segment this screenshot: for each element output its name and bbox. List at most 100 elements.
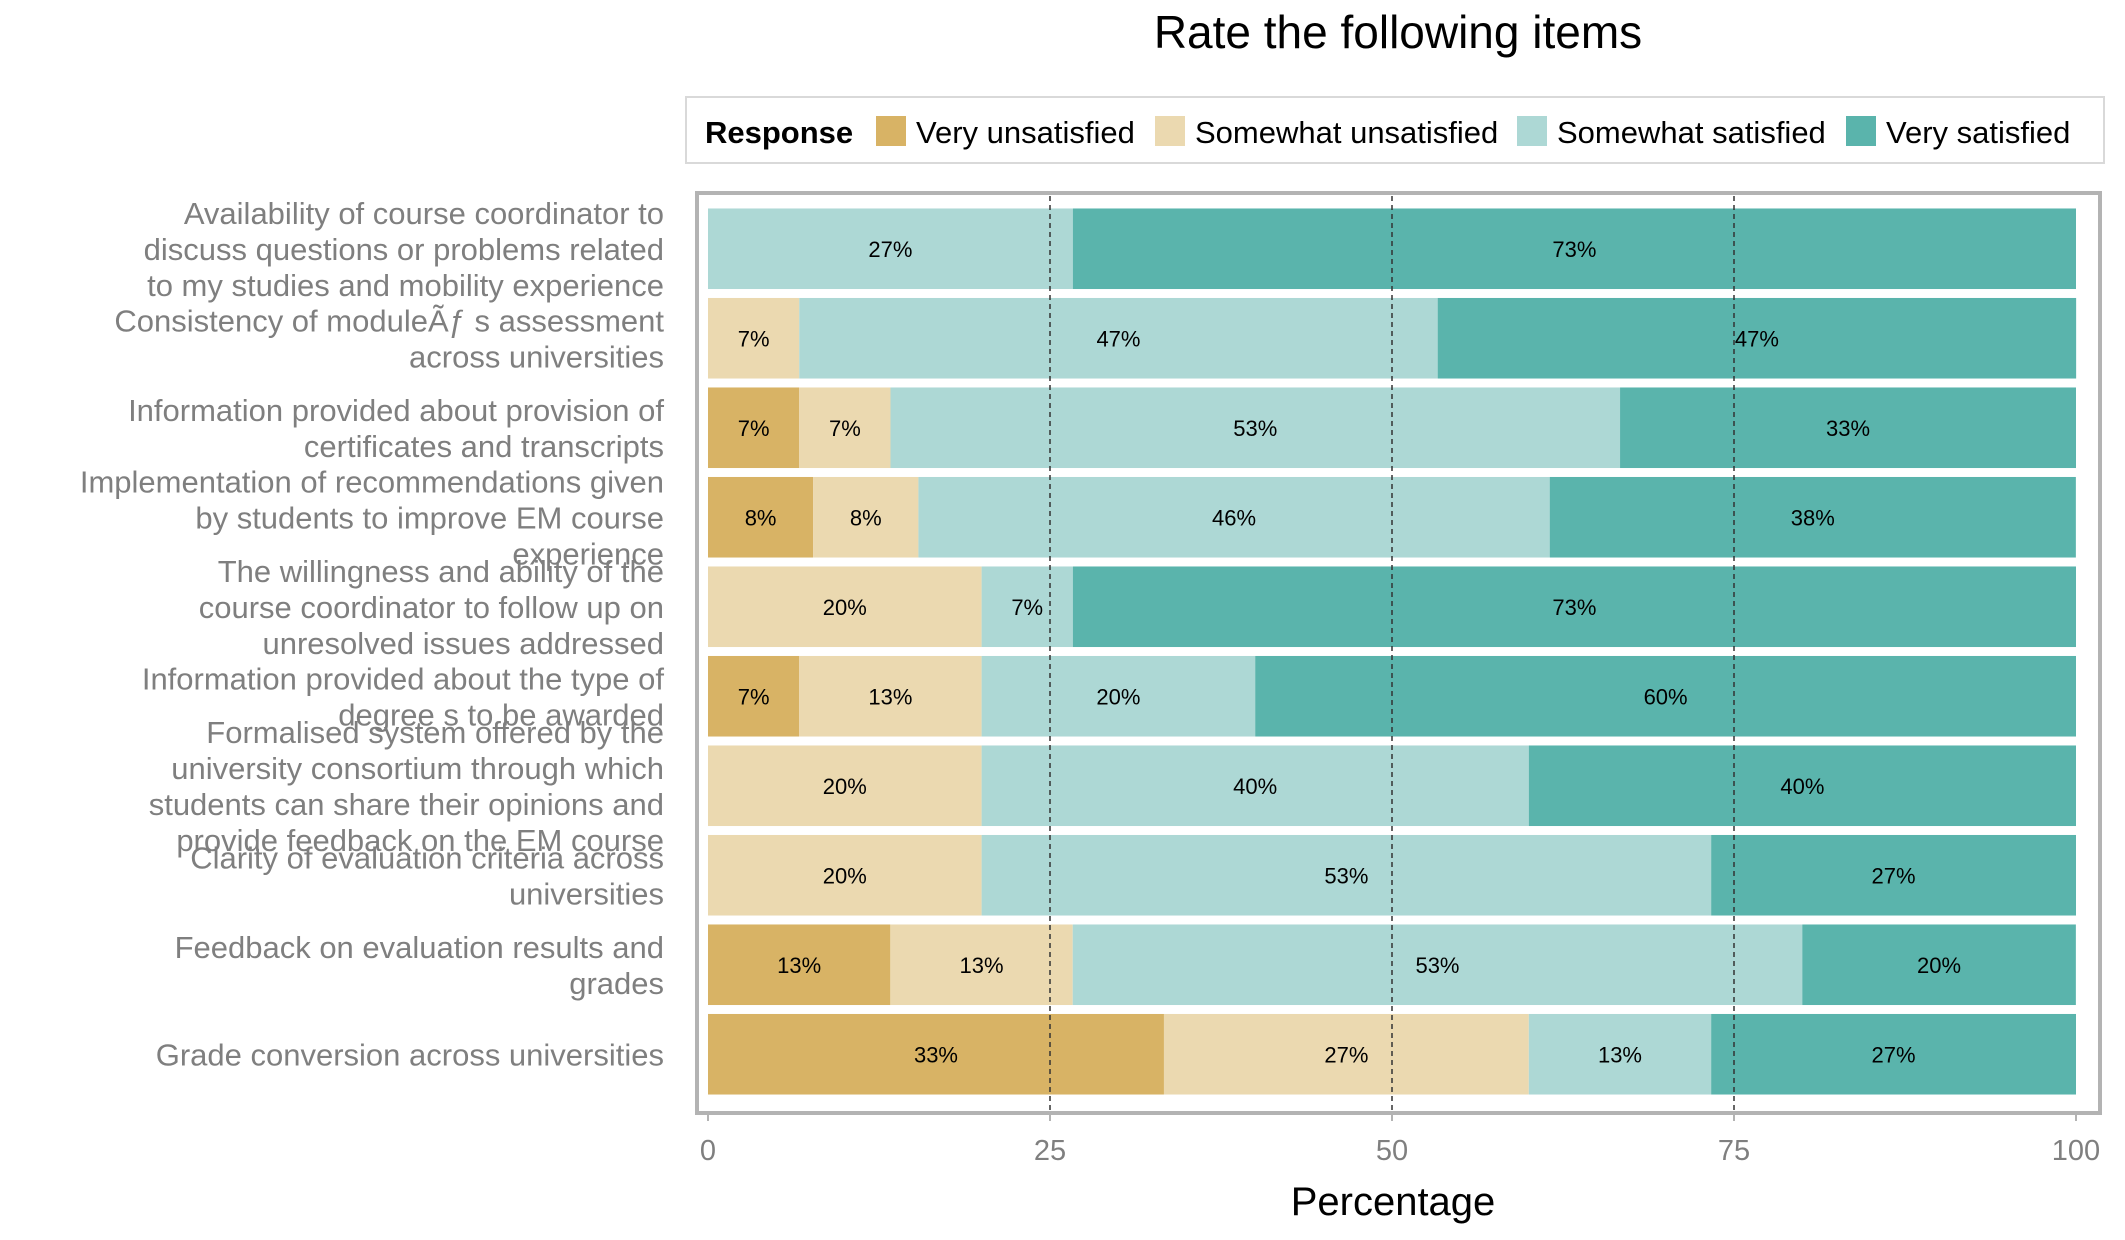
data-label-6-3: 40%: [1780, 774, 1824, 799]
legend-key-2: [1517, 116, 1547, 146]
data-label-8-1: 13%: [960, 953, 1004, 978]
category-label-1: Consistency of moduleÃƒ s assessment acro…: [114, 303, 664, 374]
bar-segment-0-2: [708, 208, 1073, 290]
category-label-8: Feedback on evaluation results and grades: [175, 930, 664, 1001]
bar-segment-1-3: [1437, 297, 2077, 379]
bar-segment-9-3: [1711, 1013, 2076, 1095]
bar-segment-5-0: [708, 655, 800, 737]
bar-segment-1-1: [708, 297, 800, 379]
data-label-9-2: 13%: [1598, 1042, 1642, 1067]
legend-label-2: Somewhat satisfied: [1557, 115, 1826, 150]
data-label-8-0: 13%: [777, 953, 821, 978]
category-label-7: Clarity of evaluation criteria across uni…: [190, 840, 664, 911]
x-tick-label-4: 100: [2052, 1135, 2100, 1167]
bar-segment-2-0: [708, 387, 800, 469]
category-label-0: Availability of course coordinator to dis…: [144, 196, 664, 303]
legend-label-3: Very satisfied: [1886, 115, 2070, 150]
data-label-7-1: 20%: [823, 863, 867, 888]
data-label-2-1: 7%: [829, 416, 861, 441]
category-labels-layer: Availability of course coordinator to dis…: [80, 196, 665, 1073]
data-label-9-0: 33%: [914, 1042, 958, 1067]
legend-key-1: [1155, 116, 1185, 146]
data-label-3-2: 46%: [1212, 505, 1256, 530]
data-label-6-2: 40%: [1233, 774, 1277, 799]
data-label-0-3: 73%: [1552, 237, 1596, 262]
bar-segment-8-1: [890, 924, 1073, 1006]
bar-segment-3-3: [1549, 476, 2076, 558]
data-label-2-0: 7%: [738, 416, 770, 441]
bar-segment-6-3: [1528, 745, 2076, 827]
bar-segment-2-1: [799, 387, 891, 469]
category-label-5: Information provided about the type of de…: [142, 661, 665, 732]
bar-segment-4-3: [1072, 566, 2076, 648]
bar-segment-5-2: [981, 655, 1256, 737]
data-label-2-2: 53%: [1233, 416, 1277, 441]
data-label-3-3: 38%: [1791, 505, 1835, 530]
bar-segment-7-2: [981, 834, 1712, 916]
category-label-9: Grade conversion across universities: [156, 1037, 664, 1072]
category-label-3: Implementation of recommendations given b…: [80, 464, 664, 571]
bar-segment-2-2: [890, 387, 1621, 469]
x-tick-label-3: 75: [1718, 1135, 1750, 1167]
bar-segment-7-3: [1711, 834, 2076, 916]
legend-label-1: Somewhat unsatisfied: [1195, 115, 1498, 150]
legend-key-0: [876, 116, 906, 146]
bar-segment-6-2: [981, 745, 1529, 827]
category-label-6: Formalised system offered by the universi…: [149, 715, 664, 858]
x-axis-title: Percentage: [1291, 1180, 1496, 1224]
bar-segment-0-3: [1072, 208, 2076, 290]
bar-segment-7-1: [708, 834, 982, 916]
legend-title: Response: [705, 115, 853, 150]
data-label-5-0: 7%: [738, 684, 770, 709]
bar-segment-6-1: [708, 745, 982, 827]
bar-segment-8-2: [1072, 924, 1803, 1006]
data-label-5-3: 60%: [1644, 684, 1688, 709]
bar-segment-3-0: [708, 476, 814, 558]
bar-segment-5-1: [799, 655, 982, 737]
bar-segment-9-2: [1528, 1013, 1712, 1095]
x-axis: 0 25 50 75 100: [700, 1113, 2100, 1167]
bar-segment-2-3: [1620, 387, 2076, 469]
bar-segment-5-3: [1255, 655, 2076, 737]
category-label-4: The willingness and ability of the course…: [199, 554, 664, 661]
data-label-7-2: 53%: [1324, 863, 1368, 888]
data-label-6-1: 20%: [823, 774, 867, 799]
x-tick-label-0: 0: [700, 1135, 716, 1167]
data-label-7-3: 27%: [1872, 863, 1916, 888]
chart-title: Rate the following items: [1154, 6, 1642, 58]
data-label-4-1: 20%: [823, 595, 867, 620]
data-label-3-0: 8%: [745, 505, 777, 530]
bar-segment-8-3: [1802, 924, 2076, 1006]
data-label-3-1: 8%: [850, 505, 882, 530]
legend-label-0: Very unsatisfied: [916, 115, 1135, 150]
data-label-5-1: 13%: [868, 684, 912, 709]
data-label-9-3: 27%: [1872, 1042, 1916, 1067]
data-label-1-1: 7%: [738, 326, 770, 351]
bar-segment-3-2: [918, 476, 1550, 558]
bar-segment-9-0: [708, 1013, 1164, 1095]
data-label-1-2: 47%: [1096, 326, 1140, 351]
x-tick-label-1: 25: [1034, 1135, 1066, 1167]
bar-segment-8-0: [708, 924, 891, 1006]
data-label-2-3: 33%: [1826, 416, 1870, 441]
bars-layer: [708, 208, 2077, 1095]
data-label-8-3: 20%: [1917, 953, 1961, 978]
data-label-0-2: 27%: [868, 237, 912, 262]
bar-segment-1-2: [799, 297, 1438, 379]
legend: Response Very unsatisfied Somewhat unsati…: [685, 96, 2105, 164]
x-tick-label-2: 50: [1376, 1135, 1408, 1167]
legend-key-3: [1846, 116, 1876, 146]
data-label-4-2: 7%: [1011, 595, 1043, 620]
bar-segment-9-1: [1163, 1013, 1529, 1095]
bar-segment-4-2: [981, 566, 1073, 648]
bar-segment-4-1: [708, 566, 982, 648]
data-label-5-2: 20%: [1096, 684, 1140, 709]
data-labels-layer: 27% 73% 7% 47% 47% 7% 7% 53% 33% 8% 8% 46% 38% 20% 7% 7…: [738, 237, 1961, 1068]
category-label-2: Information provided about provision of c…: [128, 393, 664, 464]
data-label-1-3: 47%: [1735, 326, 1779, 351]
data-label-4-3: 73%: [1552, 595, 1596, 620]
data-label-8-2: 53%: [1415, 953, 1459, 978]
data-label-9-1: 27%: [1324, 1042, 1368, 1067]
bar-segment-3-1: [813, 476, 919, 558]
